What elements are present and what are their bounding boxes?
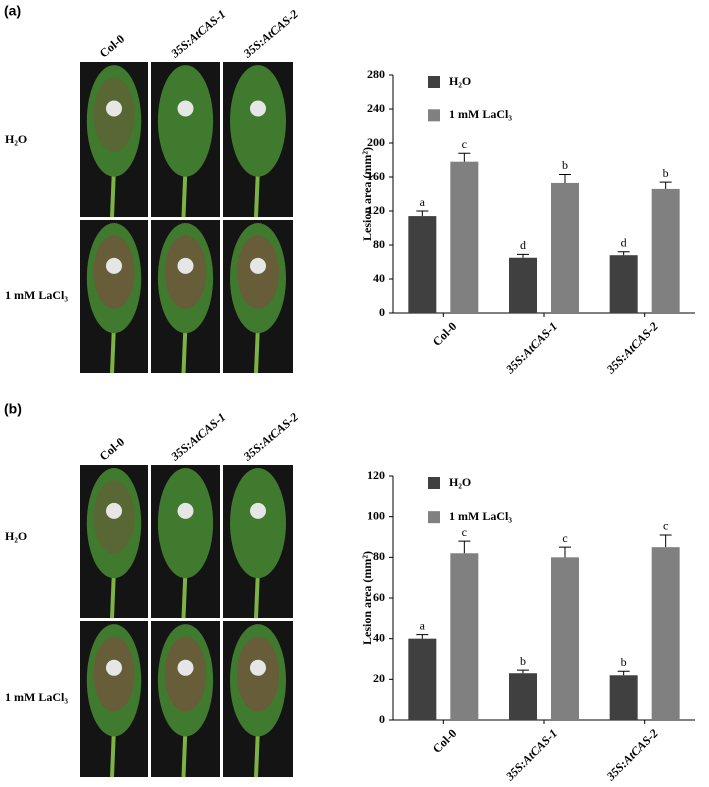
photo-row-label: 1 mM LaCl₃ (5, 288, 68, 302)
bar (509, 673, 537, 720)
y-axis-label: Lesion area (mm²) (360, 551, 374, 645)
leaf (157, 65, 214, 177)
error-bar (659, 181, 672, 189)
leaf-disc (106, 502, 122, 519)
significance-letter: b (562, 158, 568, 172)
leaf-disc (250, 257, 266, 274)
leaf-disc (250, 659, 266, 676)
bar (450, 161, 479, 313)
legend-label: H₂O (449, 475, 471, 489)
y-tick-label: 120 (367, 468, 385, 482)
y-tick-label: 80 (373, 549, 385, 563)
x-tick-label: Col-0 (430, 726, 460, 756)
y-tick-label: 20 (373, 671, 385, 685)
bar (450, 553, 479, 720)
panel-label: (b) (4, 401, 22, 417)
x-tick-label: 35S:AtCAS-2 (603, 726, 661, 784)
legend-swatch (428, 109, 440, 122)
y-tick-label: 0 (379, 305, 385, 319)
leaf-disc (250, 502, 266, 519)
error-bar (559, 173, 571, 183)
significance-letter: c (462, 137, 467, 151)
legend-label: 1 mM LaCl₃ (449, 509, 512, 523)
y-tick-label: 60 (373, 590, 385, 604)
error-bar (559, 546, 571, 558)
y-tick-label: 160 (367, 169, 385, 183)
bar (651, 547, 680, 720)
y-tick-label: 40 (373, 630, 385, 644)
error-bar (517, 253, 529, 258)
error-bar (617, 670, 630, 676)
y-axis-label: Lesion area (mm²) (360, 147, 374, 241)
significance-letter: c (462, 525, 467, 539)
photo-column-label: 35S:AtCAS-1 (167, 410, 228, 464)
x-tick-label: 35S:AtCAS-1 (502, 319, 560, 377)
bar (609, 675, 638, 720)
leaf (230, 65, 286, 177)
significance-letter: b (520, 654, 526, 668)
leaf (230, 468, 286, 579)
error-bar (416, 634, 429, 639)
photo-column-label: 35S:AtCAS-1 (167, 7, 228, 61)
leaf-disc (250, 100, 266, 117)
significance-letter: c (663, 519, 668, 533)
significance-letter: b (621, 655, 627, 669)
leaf-disc (177, 100, 194, 117)
significance-letter: d (621, 236, 627, 250)
bar (551, 182, 579, 313)
bar (509, 257, 537, 313)
legend-swatch (428, 511, 440, 524)
x-tick-label: 35S:AtCAS-1 (502, 726, 560, 784)
leaf-disc (106, 100, 122, 117)
photo-column-label: 35S:AtCAS-2 (240, 7, 301, 61)
y-tick-label: 0 (379, 712, 385, 726)
y-tick-label: 200 (367, 135, 385, 149)
bar (551, 557, 579, 720)
error-bar (458, 152, 471, 162)
leaf (157, 468, 214, 579)
photo-row-label: H₂O (5, 529, 27, 543)
leaf-disc (177, 659, 194, 676)
significance-letter: a (420, 195, 426, 209)
error-bar (659, 534, 672, 548)
photo-row-label: 1 mM LaCl₃ (5, 690, 68, 704)
legend-swatch (428, 76, 440, 88)
significance-letter: d (520, 238, 526, 252)
y-tick-label: 120 (367, 203, 385, 217)
significance-letter: c (562, 531, 567, 545)
significance-letter: a (420, 618, 426, 632)
legend-label: 1 mM LaCl₃ (449, 107, 512, 121)
panel-label: (a) (4, 3, 21, 19)
y-tick-label: 40 (373, 271, 385, 285)
y-tick-label: 280 (367, 67, 385, 81)
bar (651, 188, 680, 313)
x-tick-label: Col-0 (430, 319, 460, 349)
bar (408, 216, 437, 313)
bar (408, 638, 437, 720)
x-tick-label: 35S:AtCAS-2 (603, 319, 661, 377)
error-bar (617, 251, 630, 256)
significance-letter: b (663, 166, 669, 180)
photo-column-label: Col-0 (97, 435, 127, 464)
y-tick-label: 100 (367, 508, 385, 522)
photo-column-label: 35S:AtCAS-2 (240, 410, 301, 464)
leaf-disc (177, 257, 194, 274)
y-tick-label: 240 (367, 101, 385, 115)
error-bar (416, 210, 429, 217)
bar (609, 255, 638, 313)
leaf-disc (177, 502, 194, 519)
leaf-disc (106, 659, 122, 676)
photo-column-label: Col-0 (97, 32, 127, 61)
legend-swatch (428, 477, 440, 489)
leaf-disc (106, 257, 122, 274)
error-bar (458, 540, 471, 554)
legend-label: H₂O (449, 74, 471, 88)
photo-row-label: H₂O (5, 132, 27, 146)
y-tick-label: 80 (373, 237, 385, 251)
error-bar (517, 669, 529, 674)
